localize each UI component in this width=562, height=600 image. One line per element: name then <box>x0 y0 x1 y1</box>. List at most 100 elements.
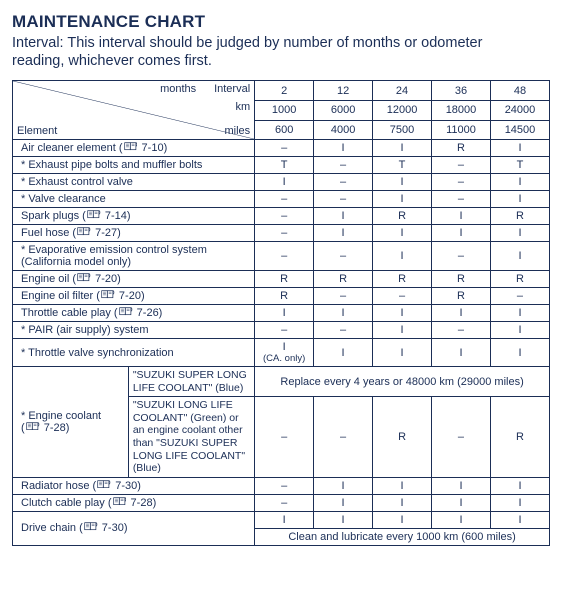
row-val-3-3: – <box>432 191 491 208</box>
row-val-6-2: I <box>373 242 432 271</box>
row-val-8-3: R <box>432 288 491 305</box>
table-row: Engine oil filter ( 7-20)R––R– <box>13 288 550 305</box>
page-ref-icon <box>101 290 115 299</box>
row-val-5-1: I <box>314 225 373 242</box>
tail-val-0-4: I <box>490 477 549 494</box>
throttle-sync-v1: I <box>314 339 373 367</box>
page-subtitle: Interval: This interval should be judged… <box>12 34 532 70</box>
drive-chain-v1: I <box>314 511 373 528</box>
throttle-sync-v2: I <box>373 339 432 367</box>
row-val-7-4: R <box>490 271 549 288</box>
row-val-2-1: – <box>314 174 373 191</box>
row-val-2-0: I <box>255 174 314 191</box>
tail-val-0-2: I <box>373 477 432 494</box>
throttle-sync-v3: I <box>432 339 491 367</box>
coolant-row2-label: "SUZUKI LONG LIFE COOLANT" (Green) or an… <box>128 397 254 478</box>
unit-miles-label: miles <box>224 125 250 137</box>
row-drive-chain-1: Drive chain ( 7-30) I I I I I <box>13 511 550 528</box>
throttle-sync-label: * Throttle valve synchronization <box>13 339 255 367</box>
row-label-3: * Valve clearance <box>13 191 255 208</box>
drive-chain-v2: I <box>373 511 432 528</box>
row-val-7-0: R <box>255 271 314 288</box>
hdr-km-3: 18000 <box>432 100 491 120</box>
coolant-row1-label: "SUZUKI SUPER LONG LIFE COOLANT" (Blue) <box>128 366 254 396</box>
table-row: Radiator hose ( 7-30)–IIII <box>13 477 550 494</box>
row-val-7-3: R <box>432 271 491 288</box>
row-throttle-sync: * Throttle valve synchronization I (CA. … <box>13 339 550 367</box>
row-label-2: * Exhaust control valve <box>13 174 255 191</box>
page-ref-icon <box>119 307 133 316</box>
tail-val-1-3: I <box>432 494 491 511</box>
table-row: * Valve clearance––I–I <box>13 191 550 208</box>
row-val-4-3: I <box>432 208 491 225</box>
tail-val-0-1: I <box>314 477 373 494</box>
hdr-month-0: 2 <box>255 81 314 101</box>
interval-label: Interval <box>214 83 250 95</box>
hdr-mi-1: 4000 <box>314 120 373 140</box>
row-val-6-4: I <box>490 242 549 271</box>
coolant-v1: – <box>314 397 373 478</box>
table-row: * Exhaust pipe bolts and muffler boltsT–… <box>13 157 550 174</box>
drive-chain-v4: I <box>490 511 549 528</box>
row-coolant-1: * Engine coolant( 7-28) "SUZUKI SUPER LO… <box>13 366 550 396</box>
row-label-10: * PAIR (air supply) system <box>13 322 255 339</box>
row-val-9-1: I <box>314 305 373 322</box>
row-label-4: Spark plugs ( 7-14) <box>13 208 255 225</box>
row-val-2-2: I <box>373 174 432 191</box>
tail-label-0: Radiator hose ( 7-30) <box>13 477 255 494</box>
row-val-6-3: – <box>432 242 491 271</box>
page-ref-icon <box>77 273 91 282</box>
tail-val-0-0: – <box>255 477 314 494</box>
table-row: Clutch cable play ( 7-28)–IIII <box>13 494 550 511</box>
row-val-2-3: – <box>432 174 491 191</box>
row-val-9-4: I <box>490 305 549 322</box>
row-val-9-0: I <box>255 305 314 322</box>
row-val-0-2: I <box>373 140 432 157</box>
drive-chain-v3: I <box>432 511 491 528</box>
throttle-sync-col1: I (CA. only) <box>255 339 314 367</box>
drive-chain-label: Drive chain ( 7-30) <box>13 511 255 545</box>
throttle-sync-v4: I <box>490 339 549 367</box>
row-val-4-2: R <box>373 208 432 225</box>
interval-element-header: Interval Element km miles months <box>13 81 255 140</box>
hdr-km-4: 24000 <box>490 100 549 120</box>
row-val-8-2: – <box>373 288 432 305</box>
row-val-3-0: – <box>255 191 314 208</box>
table-row: * PAIR (air supply) system––I–I <box>13 322 550 339</box>
table-row: Air cleaner element ( 7-10)–IIRI <box>13 140 550 157</box>
row-val-5-3: I <box>432 225 491 242</box>
row-val-0-3: R <box>432 140 491 157</box>
hdr-km-2: 12000 <box>373 100 432 120</box>
table-row: * Exhaust control valveI–I–I <box>13 174 550 191</box>
table-row: Spark plugs ( 7-14)–IRIR <box>13 208 550 225</box>
unit-km-label: km <box>235 101 250 113</box>
drive-chain-v0: I <box>255 511 314 528</box>
row-val-6-1: – <box>314 242 373 271</box>
maintenance-table: Interval Element km miles months 2 12 24… <box>12 80 550 545</box>
row-val-10-0: – <box>255 322 314 339</box>
coolant-v3: – <box>432 397 491 478</box>
row-val-6-0: – <box>255 242 314 271</box>
hdr-mi-3: 11000 <box>432 120 491 140</box>
row-label-6: * Evaporative emission control system (C… <box>13 242 255 271</box>
hdr-month-4: 48 <box>490 81 549 101</box>
row-val-10-3: – <box>432 322 491 339</box>
element-label: Element <box>17 125 57 137</box>
row-val-8-0: R <box>255 288 314 305</box>
tail-label-1: Clutch cable play ( 7-28) <box>13 494 255 511</box>
hdr-km-1: 6000 <box>314 100 373 120</box>
tail-val-1-4: I <box>490 494 549 511</box>
row-val-3-2: I <box>373 191 432 208</box>
row-val-0-0: – <box>255 140 314 157</box>
hdr-month-3: 36 <box>432 81 491 101</box>
row-val-10-4: I <box>490 322 549 339</box>
coolant-v0: – <box>255 397 314 478</box>
tail-val-1-0: – <box>255 494 314 511</box>
coolant-v2: R <box>373 397 432 478</box>
page-ref-icon <box>124 142 138 151</box>
row-label-7: Engine oil ( 7-20) <box>13 271 255 288</box>
coolant-row1-span: Replace every 4 years or 48000 km (29000… <box>255 366 550 396</box>
row-val-8-1: – <box>314 288 373 305</box>
row-label-1: * Exhaust pipe bolts and muffler bolts <box>13 157 255 174</box>
row-val-0-4: I <box>490 140 549 157</box>
